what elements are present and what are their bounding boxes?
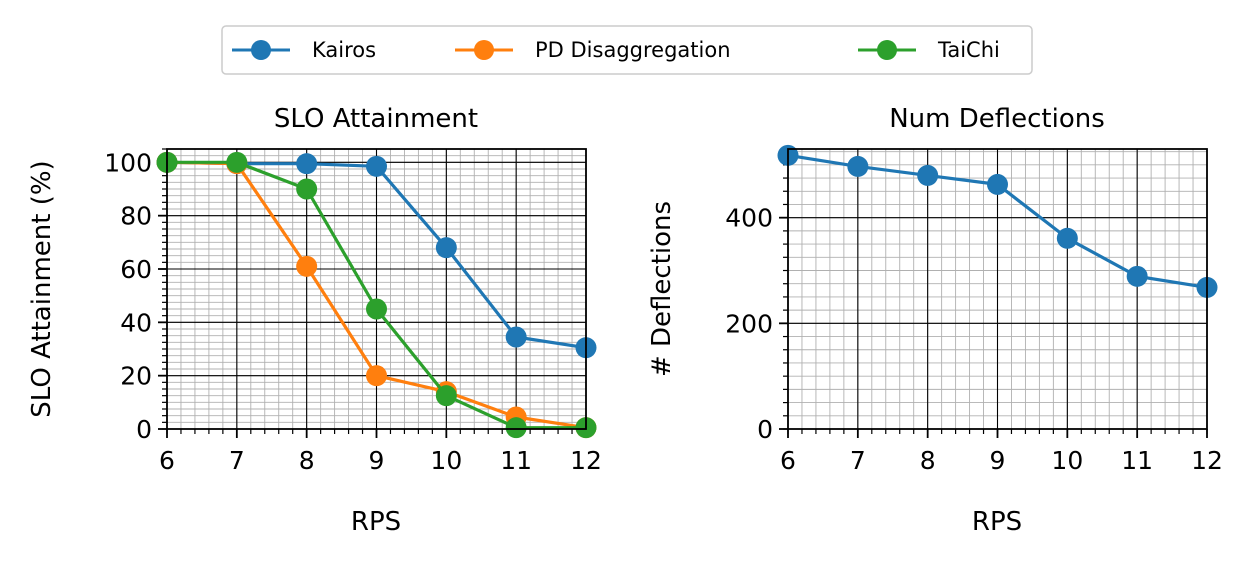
data-point-kairos xyxy=(847,155,869,177)
subplot-slo-attainment: SLO Attainment 6 7 8 9 10 11 12 0 20 40 60 80 100 RP… xyxy=(27,104,602,537)
data-point-kairos xyxy=(366,155,387,177)
subplot-num-deflections: Num Deflections 6 7 8 9 10 11 12 0 200 400 RPS # … xyxy=(647,104,1223,537)
data-point-kairos xyxy=(435,237,457,259)
x-tick-label: 9 xyxy=(990,446,1006,475)
legend: Kairos PD Disaggregation TaiChi xyxy=(221,25,1033,75)
legend-frame xyxy=(221,25,1033,75)
y-axis-label-num-deflections: # Deflections xyxy=(647,201,677,377)
data-point-taichi xyxy=(505,417,527,439)
plot-area-slo-attainment: 6 7 8 9 10 11 12 0 20 40 60 80 100 xyxy=(104,148,602,475)
y-tick-label: 400 xyxy=(725,204,773,233)
data-point-taichi xyxy=(226,151,248,173)
ticks: 6 7 8 9 10 11 12 0 20 40 60 80 100 xyxy=(104,148,602,475)
data-point-kairos xyxy=(296,153,318,175)
data-point-kairos xyxy=(1126,265,1148,287)
grid xyxy=(787,149,1208,430)
x-tick-label: 8 xyxy=(920,446,936,475)
legend-marker-kairos xyxy=(251,40,271,60)
y-tick-label: 100 xyxy=(104,148,152,177)
axes-frame xyxy=(787,148,1208,430)
legend-marker-taichi xyxy=(877,40,897,60)
grid xyxy=(166,148,587,430)
y-tick-label: 60 xyxy=(120,255,152,284)
y-tick-label: 0 xyxy=(757,415,773,444)
x-tick-label: 10 xyxy=(430,446,462,475)
x-tick-label: 9 xyxy=(369,446,385,475)
ticks: 6 7 8 9 10 11 12 0 200 400 xyxy=(725,151,1223,475)
data-point-taichi xyxy=(296,178,318,200)
plot-area-num-deflections: 6 7 8 9 10 11 12 0 200 400 xyxy=(725,144,1223,475)
y-tick-label: 0 xyxy=(136,415,152,444)
x-tick-label: 6 xyxy=(780,446,796,475)
subplot-title-num-deflections: Num Deflections xyxy=(889,104,1105,134)
data-point-taichi xyxy=(435,385,457,407)
x-tick-label: 7 xyxy=(229,446,245,475)
series-group xyxy=(777,144,1218,298)
x-tick-label: 11 xyxy=(500,446,532,475)
x-tick-label: 10 xyxy=(1051,446,1083,475)
x-axis-label-slo-attainment: RPS xyxy=(351,507,401,537)
x-tick-label: 12 xyxy=(570,446,602,475)
data-point-kairos xyxy=(917,164,939,186)
legend-entry-taichi: TaiChi xyxy=(858,38,1000,62)
subplot-title-slo-attainment: SLO Attainment xyxy=(274,104,478,134)
legend-entry-pd-disaggregation: PD Disaggregation xyxy=(455,38,731,62)
y-tick-label: 200 xyxy=(725,309,773,338)
legend-label-pd-disaggregation: PD Disaggregation xyxy=(535,38,731,62)
data-point-taichi xyxy=(366,298,387,320)
data-point-kairos xyxy=(505,326,527,348)
legend-marker-pd-disaggregation xyxy=(474,40,494,60)
legend-entry-kairos: Kairos xyxy=(232,38,376,62)
data-point-kairos xyxy=(987,173,1008,195)
legend-label-taichi: TaiChi xyxy=(937,38,1000,62)
data-point-pd-disaggregation xyxy=(296,255,318,277)
y-tick-label: 20 xyxy=(120,362,152,391)
y-tick-label: 40 xyxy=(120,308,152,337)
x-tick-label: 8 xyxy=(299,446,315,475)
x-tick-label: 11 xyxy=(1121,446,1153,475)
axes-frame xyxy=(166,148,587,430)
y-axis-label-slo-attainment: SLO Attainment (%) xyxy=(27,160,57,417)
data-point-kairos xyxy=(1056,227,1078,249)
x-tick-label: 7 xyxy=(850,446,866,475)
x-tick-label: 6 xyxy=(159,446,175,475)
x-tick-label: 12 xyxy=(1191,446,1223,475)
legend-label-kairos: Kairos xyxy=(312,38,376,62)
data-point-pd-disaggregation xyxy=(366,365,387,387)
x-axis-label-num-deflections: RPS xyxy=(972,507,1022,537)
y-tick-label: 80 xyxy=(120,202,152,231)
